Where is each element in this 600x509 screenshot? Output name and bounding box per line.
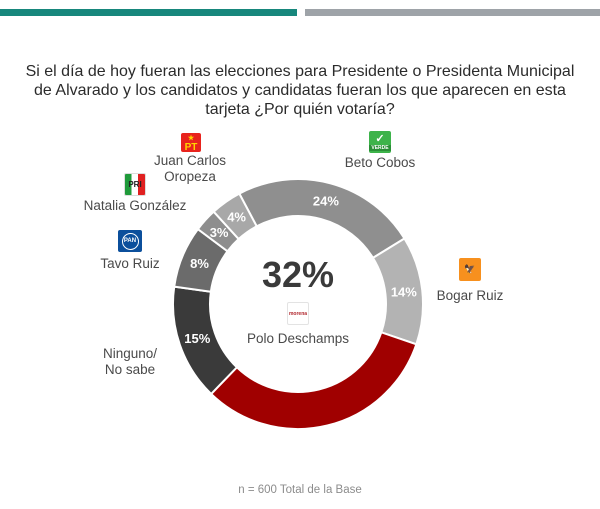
segment-value-label: 3% bbox=[210, 225, 229, 240]
label-bogar-ruiz: Bogar Ruiz bbox=[436, 288, 504, 303]
footnote: n = 600 Total de la Base bbox=[238, 484, 362, 496]
label-juan-carlos-oropeza: Juan Carlos Oropeza bbox=[153, 153, 227, 184]
pan-logo-icon: PAN bbox=[118, 230, 142, 252]
header-accent-bar bbox=[0, 9, 297, 16]
pt-logo-icon: ★ PT bbox=[181, 133, 201, 152]
donut-segment-juan-carlos-oropeza bbox=[212, 192, 259, 241]
label-ninguno-no-sabe: Ninguno/ No sabe bbox=[102, 346, 158, 377]
segment-value-label: 8% bbox=[190, 256, 209, 271]
center-percentage: 32% bbox=[261, 254, 335, 295]
verde-logo-icon: ✓ VERDE bbox=[369, 131, 391, 153]
label-natalia-gonzalez: Natalia González bbox=[83, 198, 187, 213]
movimiento-ciudadano-logo-icon: 🦅 bbox=[459, 258, 481, 281]
label-beto-cobos: Beto Cobos bbox=[344, 155, 416, 170]
segment-value-label: 15% bbox=[184, 331, 210, 346]
donut-segment-beto-cobos bbox=[237, 178, 406, 260]
chart-title: Si el día de hoy fueran las elecciones p… bbox=[25, 63, 575, 118]
morena-logo-icon: morena bbox=[287, 302, 309, 325]
pri-logo-icon: PRI bbox=[124, 173, 146, 196]
header-secondary-bar bbox=[305, 9, 600, 16]
segment-value-label: 24% bbox=[313, 194, 339, 209]
segment-value-label: 4% bbox=[227, 209, 246, 224]
label-tavo-ruiz: Tavo Ruiz bbox=[100, 256, 160, 271]
label-polo-deschamps: Polo Deschamps bbox=[246, 331, 350, 346]
segment-value-label: 14% bbox=[391, 285, 417, 300]
